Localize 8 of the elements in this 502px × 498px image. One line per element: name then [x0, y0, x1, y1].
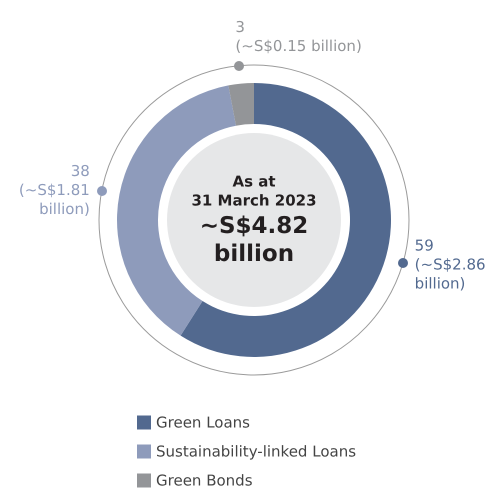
- legend-label: Green Bonds: [156, 472, 253, 490]
- legend-label: Sustainability-linked Loans: [156, 442, 356, 460]
- text: As at 31 March 2023: [191, 172, 317, 210]
- data-label: 59 (~S$2.86 billion): [414, 236, 486, 292]
- data-label: 38 (~S$1.81 billion): [18, 162, 90, 218]
- text: ~S$4.82 billion: [200, 213, 308, 267]
- data-label: 3 (~S$0.15 billion): [235, 18, 362, 56]
- legend-label: Green Loans: [156, 414, 250, 432]
